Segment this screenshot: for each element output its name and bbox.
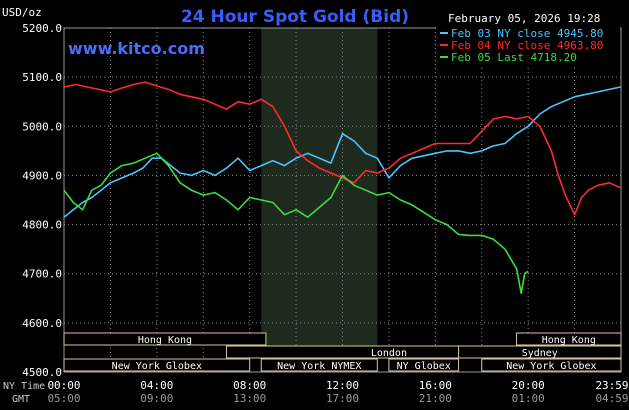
gmt-tick: 09:00 [140,392,173,405]
session-bar [458,345,622,359]
gmt-tick: 01:00 [512,392,545,405]
session-bars: Hong Kong London New York Globex New York N… [63,332,622,372]
session-label: Sydney [522,348,558,359]
session-label: New York Globex [506,361,596,372]
y-tick-label: 5000.0 [22,120,62,133]
gmt-label: GMT [12,394,30,405]
session-bar [388,358,460,372]
ny-time-tick: 20:00 [512,379,545,392]
ny-time-tick: 08:00 [233,379,266,392]
ny-time-tick: 04:00 [140,379,173,392]
y-axis: 5200.0 5100.0 5000.0 4900.0 4800.0 4700.0 4600… [22,22,62,379]
ny-time-tick: 00:00 [47,379,80,392]
ny-time-label: NY Time [3,381,45,392]
series-line-3 [63,152,529,295]
y-tick-label: 5100.0 [22,71,62,84]
ny-time-tick: 12:00 [326,379,359,392]
y-tick-label: 4500.0 [22,366,62,379]
session-label: Hong Kong [138,335,192,346]
session-bar [260,358,378,372]
series-line-1 [63,86,621,218]
series-line-2 [63,81,621,216]
session-bar [481,358,622,372]
gmt-tick: 04:59 [595,392,628,405]
session-bar [63,332,267,346]
session-label: London [371,348,407,359]
legend-background [436,26,620,68]
session-bar [63,358,251,372]
kitco-watermark: www.kitco.com [68,39,205,58]
gmt-tick: 21:00 [419,392,452,405]
y-tick-label: 4700.0 [22,268,62,281]
session-label: New York NYMEX [277,361,361,372]
session-label: Hong Kong [542,335,596,346]
x-axis: 00:00 04:00 08:00 12:00 16:00 20:00 23:59 05:00… [47,379,628,405]
gmt-tick: 17:00 [326,392,359,405]
legend-entry: Feb 05 Last 4718.20 [451,51,577,64]
legend-entry: Feb 04 NY close 4963.80 [451,39,603,52]
y-tick-label: 4800.0 [22,219,62,232]
unit-label: USD/oz [2,6,42,19]
ny-time-tick: 23:59 [595,379,628,392]
chart-date: February 05, 2026 19:28 [448,12,600,25]
nymex-session-shade [261,28,378,372]
chart-title: 24 Hour Spot Gold (Bid) [181,7,409,27]
ny-time-tick: 16:00 [419,379,452,392]
legend-entry: Feb 03 NY close 4945.80 [451,27,603,40]
session-bar [516,332,622,346]
y-tick-label: 4600.0 [22,317,62,330]
y-tick-label: 5200.0 [22,22,62,35]
gmt-tick: 13:00 [233,392,266,405]
gmt-tick: 05:00 [47,392,80,405]
plot-frame [63,27,622,373]
series-lines [63,81,621,295]
session-label: NY Globex [397,361,451,372]
y-tick-label: 4900.0 [22,169,62,182]
session-label: New York Globex [112,361,202,372]
